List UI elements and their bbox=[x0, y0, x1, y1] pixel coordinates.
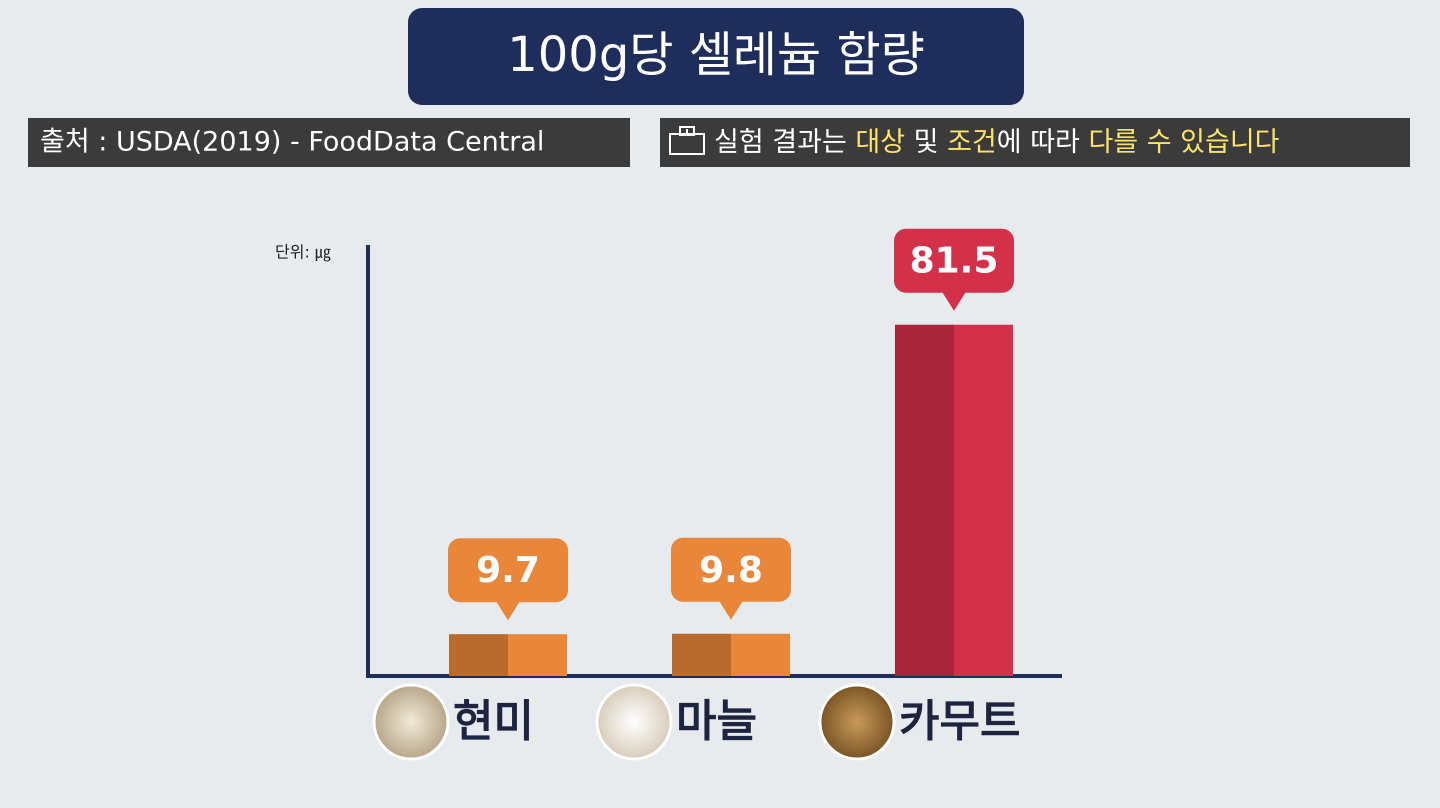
bar-group bbox=[895, 324, 1013, 676]
bar bbox=[672, 633, 790, 676]
food-icon bbox=[372, 683, 450, 761]
disclaimer-box bbox=[660, 118, 1410, 167]
x-tick-label: 마늘 bbox=[676, 696, 757, 747]
disclaimer: 실험 결과는 대상 및 조건에 따라 다를 수 있습니다 bbox=[714, 127, 1280, 158]
data-label: 9.8 bbox=[699, 550, 763, 591]
source-box bbox=[28, 118, 630, 167]
disclaimer-part: 및 bbox=[905, 127, 947, 158]
disclaimer-part: 조건 bbox=[947, 127, 997, 158]
label-bubble bbox=[671, 537, 791, 602]
label-bubble bbox=[894, 228, 1014, 293]
disclaimer-part: 대상 bbox=[855, 127, 905, 158]
label-bubble bbox=[448, 538, 568, 603]
title-box bbox=[408, 8, 1024, 105]
food-icon bbox=[818, 683, 896, 761]
disclaimer-part: 다를 수 있습니다 bbox=[1088, 127, 1279, 158]
bar bbox=[449, 634, 567, 676]
label-pointer bbox=[496, 601, 520, 621]
disclaimer-part: 에 따라 bbox=[997, 127, 1089, 158]
source: 출처 : USDA(2019) - FoodData Central bbox=[40, 127, 544, 158]
bar-shade bbox=[895, 324, 954, 676]
label-pointer bbox=[942, 291, 966, 311]
data-label: 9.7 bbox=[476, 550, 540, 591]
x-tick-label: 카무트 bbox=[899, 696, 1020, 747]
bar-group bbox=[449, 634, 567, 676]
label-pointer bbox=[719, 600, 743, 620]
bar-shade bbox=[449, 634, 508, 676]
bar-shade bbox=[672, 633, 731, 676]
bar bbox=[895, 324, 1013, 676]
chart-title: 100g당 셀레늄 함량 bbox=[507, 27, 925, 83]
unit-label: 단위: ㎍ bbox=[275, 243, 331, 262]
data-label: 81.5 bbox=[910, 241, 999, 282]
x-tick-label: 현미 bbox=[453, 696, 534, 747]
disclaimer-part: 실험 결과는 bbox=[714, 127, 855, 158]
food-icon bbox=[595, 683, 673, 761]
hospital-icon bbox=[669, 126, 705, 155]
bar-group bbox=[672, 633, 790, 676]
